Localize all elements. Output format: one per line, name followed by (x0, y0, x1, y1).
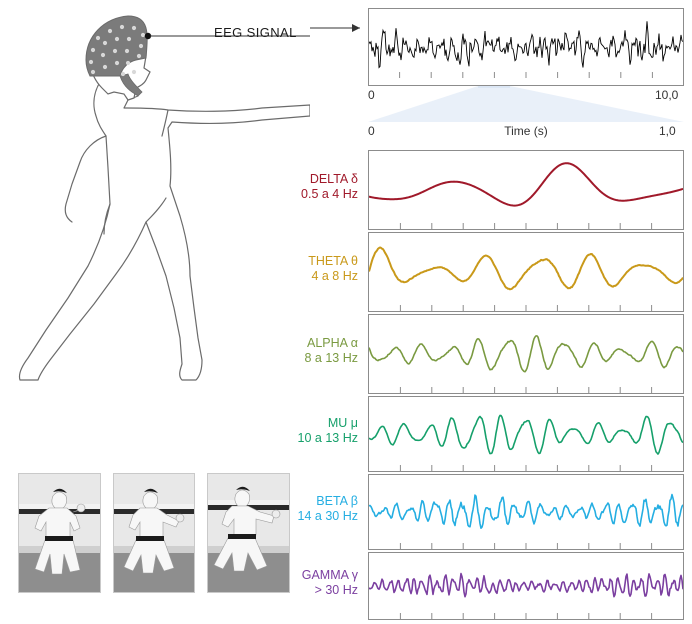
electrode-dots (88, 24, 146, 77)
raw-signal-trace (369, 9, 683, 85)
subject-figure (10, 8, 311, 423)
band-name: GAMMA γ (301, 568, 358, 582)
band-name: ALPHA α (306, 336, 358, 350)
karate-photo (18, 473, 101, 593)
band-range: 8 a 13 Hz (304, 351, 358, 366)
karate-photo (112, 473, 196, 593)
band-name: MU μ (327, 416, 358, 430)
band-range: 10 a 13 Hz (297, 431, 358, 446)
band-panel-theta (368, 232, 684, 312)
band-panel-gamma (368, 552, 684, 620)
band-label-beta: BETA β 14 a 30 Hz (228, 494, 358, 525)
band-trace-alpha (369, 315, 683, 393)
time-axis-right-label: 1,0 (659, 124, 676, 138)
raw-axis-max-label: 10,0 (655, 88, 679, 102)
band-name: THETA θ (308, 254, 358, 268)
eeg-lead-arrow (310, 24, 360, 32)
band-trace-beta (369, 475, 683, 549)
band-label-mu: MU μ 10 a 13 Hz (228, 416, 358, 447)
band-label-delta: DELTA δ 0.5 a 4 Hz (228, 172, 358, 203)
raw-signal-xaxis-ticks (399, 72, 653, 78)
band-panel-delta (368, 150, 684, 230)
body-outline (18, 69, 311, 381)
band-trace-mu (369, 397, 683, 471)
eeg-signal-label: EEG SIGNAL (214, 25, 297, 40)
band-trace-gamma (369, 553, 683, 619)
band-range: 0.5 a 4 Hz (301, 187, 358, 202)
band-trace-theta (369, 233, 683, 311)
zoom-funnel (368, 86, 684, 122)
time-axis-left-label: 0 (368, 124, 375, 138)
signal-origin-dot (144, 32, 152, 40)
band-name: BETA β (316, 494, 358, 508)
band-panel-alpha (368, 314, 684, 394)
head-with-eeg-cap (85, 15, 152, 101)
karate-photo (207, 473, 291, 593)
photo-strip (18, 473, 291, 593)
band-panel-mu (368, 396, 684, 472)
band-trace-delta (369, 151, 683, 229)
band-range: > 30 Hz (314, 583, 358, 598)
raw-axis-min-label: 0 (368, 88, 375, 102)
band-panel-beta (368, 474, 684, 550)
band-range: 4 a 8 Hz (311, 269, 358, 284)
time-axis-title: Time (s) (504, 124, 548, 138)
band-label-gamma: GAMMA γ > 30 Hz (228, 568, 358, 599)
band-name: DELTA δ (309, 172, 358, 186)
band-range: 14 a 30 Hz (297, 509, 358, 524)
